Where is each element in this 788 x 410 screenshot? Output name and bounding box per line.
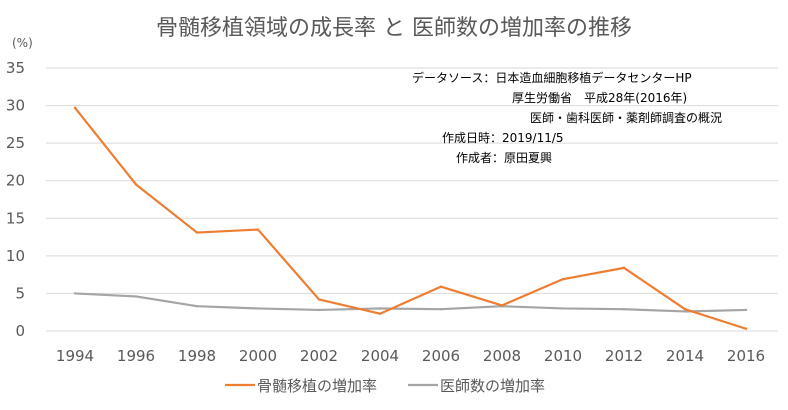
data-point: [683, 310, 687, 313]
x-tick-label: 2012: [605, 347, 643, 365]
legend-label-bone-marrow: 骨髄移植の増加率: [257, 377, 377, 395]
data-point: [561, 277, 565, 281]
y-tick-label: 10: [6, 247, 25, 265]
annotation-block: データソース：日本造血細胞移植データセンターHP 厚生労働省 平成28年(201…: [412, 70, 722, 165]
chart-title: 骨髄移植領域の成長率 と 医師数の増加率の推移: [156, 16, 632, 41]
y-tick-label: 5: [15, 284, 25, 302]
legend-label-physicians: 医師数の増加率: [440, 377, 545, 395]
y-axis-unit: (%): [12, 36, 33, 50]
annotation-created-date: 作成日時：2019/11/5: [442, 131, 564, 145]
x-tick-label: 2000: [239, 347, 277, 365]
x-tick-label: 2004: [361, 347, 399, 365]
data-point: [134, 183, 138, 186]
annotation-data-source: データソース：日本造血細胞移植データセンターHP: [412, 70, 692, 85]
y-tick-labels: 0 5 10 15 20 25 30 35: [6, 59, 25, 340]
x-tick-label: 2010: [544, 347, 582, 365]
x-tick-label: 2016: [727, 347, 765, 365]
data-point: [378, 312, 382, 315]
data-point: [195, 231, 199, 234]
y-tick-label: 20: [6, 172, 25, 190]
data-point: [73, 106, 77, 110]
y-tick-label: 15: [6, 209, 25, 227]
annotation-source-mhlw: 厚生労働省 平成28年(2016年): [512, 91, 687, 105]
gridlines: [46, 67, 778, 332]
legend: 骨髄移植の増加率 医師数の増加率: [225, 377, 545, 395]
series-line-physicians: [73, 292, 748, 313]
x-tick-label: 1998: [178, 347, 216, 365]
data-point: [744, 327, 748, 330]
x-tick-label: 1994: [56, 347, 94, 365]
data-point: [439, 308, 443, 311]
data-point: [622, 308, 626, 311]
x-tick-label: 1996: [117, 347, 155, 365]
annotation-survey-title: 医師・歯科医師・薬剤師調査の概況: [530, 110, 722, 125]
x-tick-labels: 1994 1996 1998 2000 2002 2004 2006 2008 2010 2012…: [56, 347, 765, 365]
x-tick-label: 2006: [422, 347, 460, 365]
data-point: [317, 308, 321, 312]
data-point: [561, 307, 565, 310]
y-tick-label: 0: [15, 322, 25, 340]
series-line-bone-marrow: [73, 106, 748, 330]
x-tick-label: 2008: [483, 347, 521, 365]
data-point: [256, 228, 260, 231]
x-tick-label: 2002: [300, 347, 338, 365]
data-point: [439, 285, 443, 288]
data-point: [195, 305, 199, 308]
series-lines: [73, 106, 748, 330]
data-point: [134, 295, 138, 298]
data-point: [500, 304, 504, 307]
x-tick-label: 2014: [666, 347, 704, 365]
annotation-author: 作成者：原田夏興: [456, 151, 552, 165]
y-tick-label: 30: [6, 97, 25, 115]
data-point: [683, 308, 687, 311]
y-tick-label: 25: [6, 134, 25, 152]
data-point: [317, 298, 321, 301]
y-tick-label: 35: [6, 59, 25, 77]
data-point: [73, 292, 77, 295]
data-point: [256, 307, 260, 310]
data-point: [378, 307, 382, 310]
data-point: [622, 266, 626, 270]
data-point: [744, 308, 748, 312]
